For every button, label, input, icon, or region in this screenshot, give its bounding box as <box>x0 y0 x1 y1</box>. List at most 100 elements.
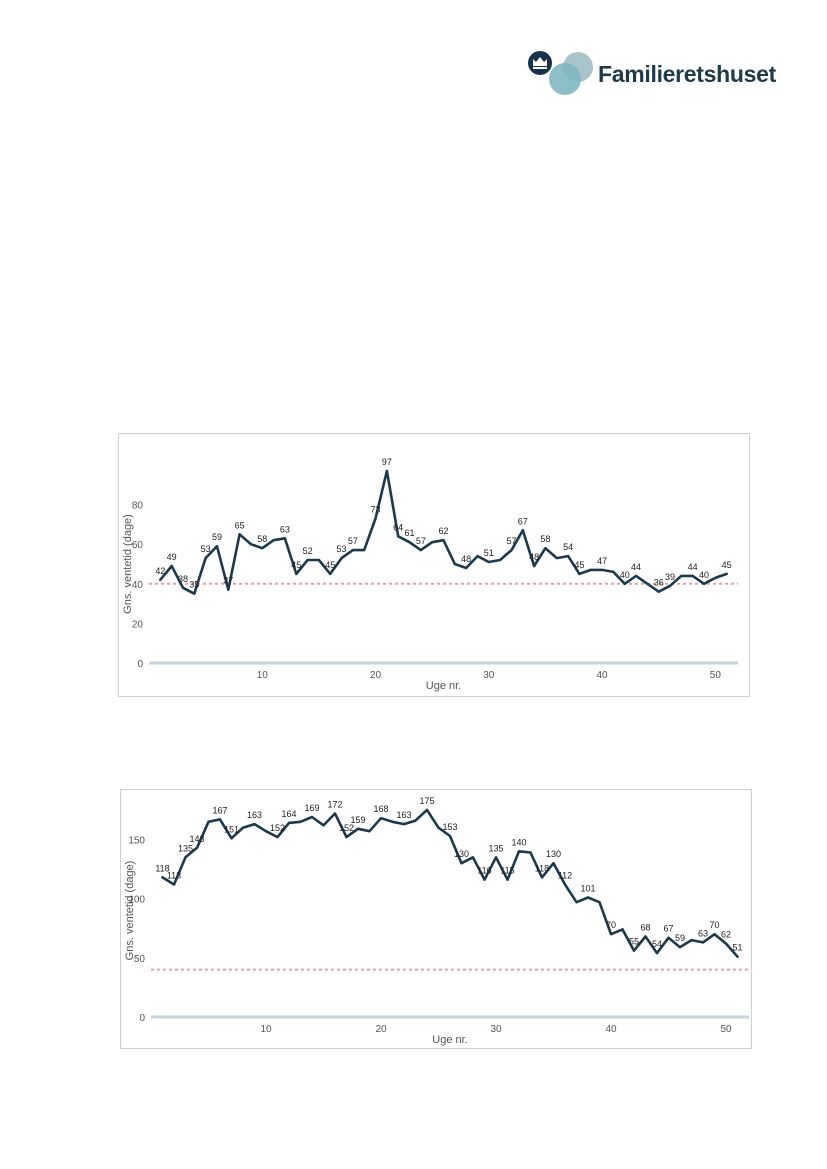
data-label: 175 <box>419 796 434 806</box>
x-tick-label: 20 <box>370 670 382 681</box>
y-tick-label: 0 <box>137 659 143 670</box>
chart-2-frame: 0 50 100 150 10 20 30 40 50 Uge nr. Gns. ventetid … <box>120 789 752 1049</box>
data-label: 49 <box>167 552 177 562</box>
data-label: 57 <box>348 536 358 546</box>
data-label: 130 <box>454 849 469 859</box>
data-label: 55 <box>629 937 639 947</box>
data-label: 67 <box>518 516 528 526</box>
y-tick-label: 40 <box>132 580 144 591</box>
x-axis-title: Uge nr. <box>426 680 461 692</box>
data-label: 153 <box>442 822 457 832</box>
y-tick-label: 80 <box>132 501 144 512</box>
data-label: 130 <box>546 849 561 859</box>
data-label: 51 <box>732 943 742 953</box>
x-tick-label: 50 <box>720 1024 732 1035</box>
data-label: 48 <box>461 554 471 564</box>
chart-1: 0 20 40 60 80 10 20 30 40 50 Uge nr. Gns. ventetid … <box>122 457 738 692</box>
x-tick-label: 30 <box>483 670 495 681</box>
data-label: 45 <box>291 560 301 570</box>
data-label: 54 <box>652 939 662 949</box>
data-label: 40 <box>620 570 630 580</box>
data-label: 118 <box>535 863 549 873</box>
data-label: 37 <box>223 576 233 586</box>
data-label: 54 <box>563 542 573 552</box>
data-label: 58 <box>540 534 550 544</box>
data-label: 39 <box>665 572 675 582</box>
data-label: 167 <box>212 805 227 815</box>
data-label: 44 <box>688 562 698 572</box>
data-label: 67 <box>663 924 673 934</box>
chart-1-frame: 0 20 40 60 80 10 20 30 40 50 Uge nr. Gns. ventetid … <box>118 433 750 697</box>
data-label: 62 <box>438 526 448 536</box>
data-label: 152 <box>270 823 285 833</box>
data-label: 164 <box>281 809 296 819</box>
brand-name: Familieretshuset <box>598 61 776 87</box>
data-label: 168 <box>373 804 388 814</box>
data-label: 45 <box>325 560 335 570</box>
data-label: 40 <box>699 570 709 580</box>
y-axis-title: Gns. ventetid (dage) <box>124 861 136 961</box>
logo-mark-icon <box>528 51 593 95</box>
data-label: 63 <box>698 928 708 938</box>
data-label: 61 <box>405 528 415 538</box>
data-label: 143 <box>189 834 204 844</box>
data-label: 68 <box>640 923 650 933</box>
series-line <box>161 808 739 958</box>
crown-base <box>533 67 547 69</box>
series-line <box>158 469 729 595</box>
data-label: 44 <box>631 562 641 572</box>
data-label: 53 <box>337 544 347 554</box>
data-label: 135 <box>488 843 503 853</box>
data-label: 151 <box>224 824 239 834</box>
data-label: 135 <box>178 843 193 853</box>
data-label: 73 <box>371 504 381 514</box>
data-label: 48 <box>529 552 539 562</box>
data-label: 163 <box>247 810 262 820</box>
data-label: 45 <box>722 560 732 570</box>
data-label: 63 <box>280 524 290 534</box>
data-label: 97 <box>382 457 392 467</box>
data-label: 65 <box>235 520 245 530</box>
data-label: 53 <box>201 544 211 554</box>
x-tick-label: 40 <box>605 1024 617 1035</box>
familieretshuset-logo: Familieretshuset <box>524 48 794 100</box>
data-label: 159 <box>350 815 365 825</box>
y-axis-title: Gns. ventetid (dage) <box>122 514 134 614</box>
x-tick-label: 10 <box>260 1024 272 1035</box>
data-label: 47 <box>597 556 607 566</box>
data-label: 101 <box>580 883 595 893</box>
data-label: 51 <box>484 548 494 558</box>
x-tick-label: 30 <box>490 1024 502 1035</box>
data-label: 172 <box>327 799 342 809</box>
data-label: 70 <box>606 920 616 930</box>
y-tick-label: 150 <box>128 836 145 847</box>
data-label: 113 <box>167 870 181 880</box>
y-tick-label: 60 <box>132 540 144 551</box>
data-label: 152 <box>339 823 354 833</box>
data-label: 112 <box>558 870 572 880</box>
data-label: 57 <box>416 536 426 546</box>
data-label: 38 <box>178 574 188 584</box>
y-tick-label: 50 <box>134 954 146 965</box>
data-label: 163 <box>396 810 411 820</box>
x-tick-label: 10 <box>257 670 269 681</box>
x-axis-title: Uge nr. <box>432 1034 467 1046</box>
data-label: 169 <box>304 803 319 813</box>
y-tick-label: 100 <box>128 895 145 906</box>
x-tick-label: 40 <box>597 670 609 681</box>
x-tick-label: 50 <box>710 670 722 681</box>
crown-icon <box>533 57 547 66</box>
logo-circle-teal <box>549 63 581 95</box>
data-label: 70 <box>709 920 719 930</box>
data-label: 36 <box>654 578 664 588</box>
data-label: 45 <box>574 560 584 570</box>
data-label: 115 <box>500 866 514 876</box>
data-label: 116 <box>477 866 491 876</box>
x-tick-label: 20 <box>375 1024 387 1035</box>
data-label: 64 <box>393 522 403 532</box>
data-label: 42 <box>155 566 165 576</box>
data-label: 57 <box>506 536 516 546</box>
chart-2: 0 50 100 150 10 20 30 40 50 Uge nr. Gns. ventetid … <box>124 796 749 1046</box>
data-label: 52 <box>303 546 313 556</box>
data-label: 59 <box>212 532 222 542</box>
